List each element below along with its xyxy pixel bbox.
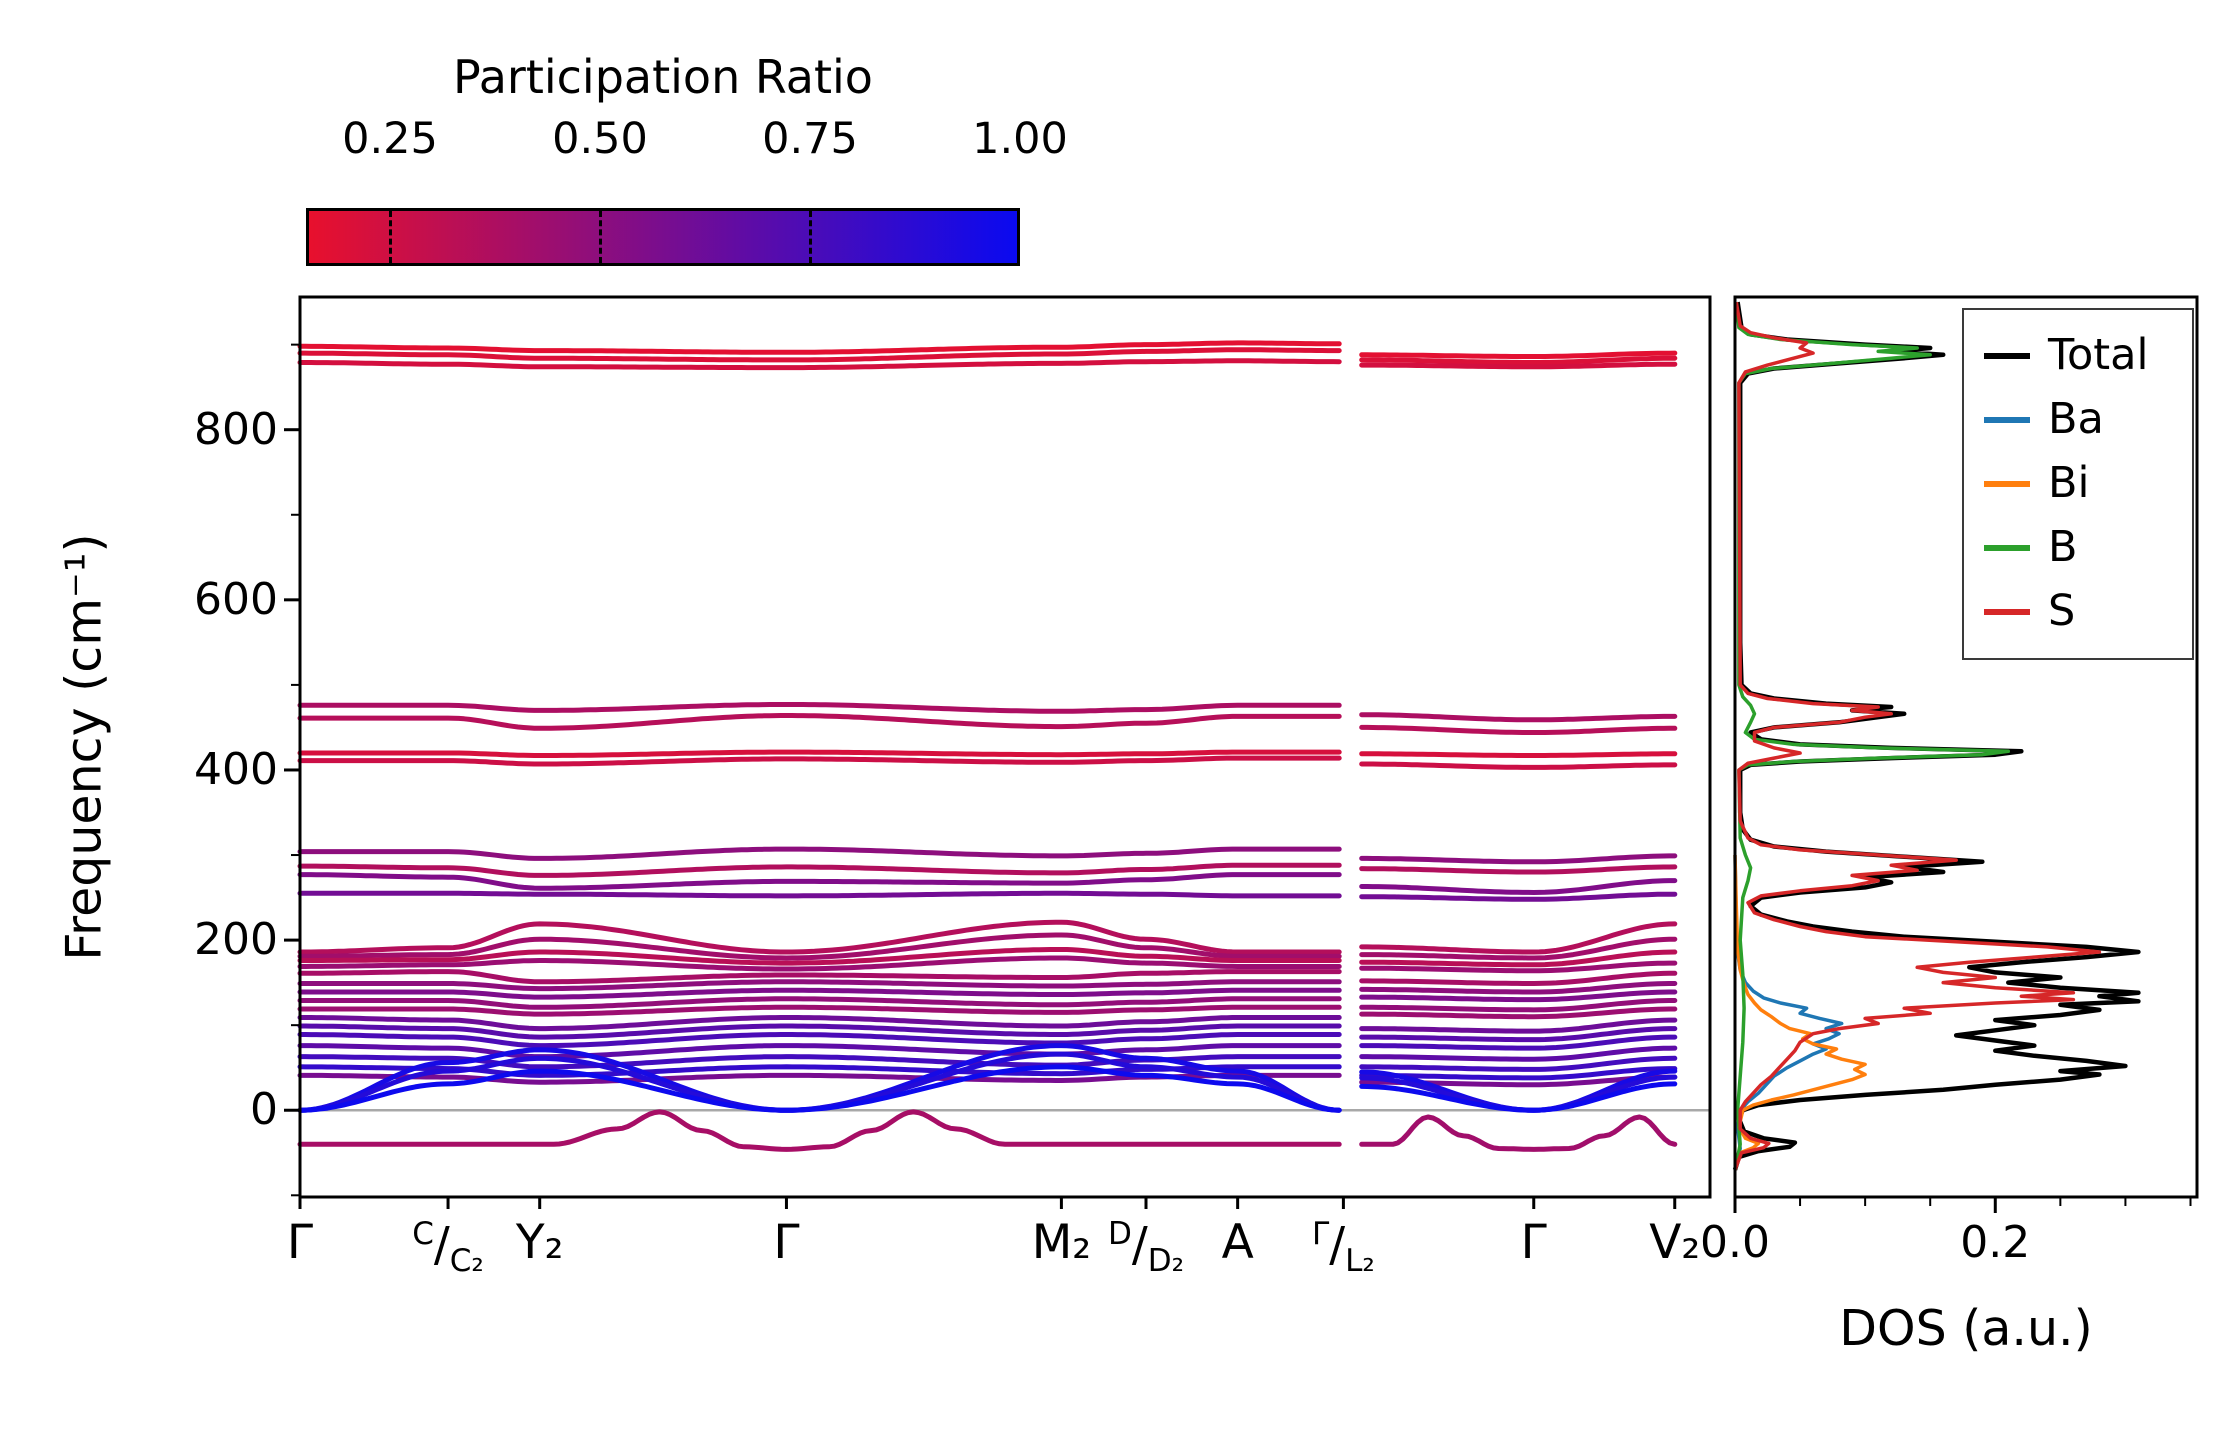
- band-line: [297, 1032, 1678, 1051]
- k-point-label: Γ/L₂: [1311, 1216, 1375, 1280]
- band-line: [297, 996, 1678, 1013]
- y-tick-label: 800: [194, 403, 278, 455]
- band-line: [297, 846, 1678, 865]
- soft-band-line: [297, 1109, 1342, 1152]
- dos-x-tick-label: 0.0: [1700, 1217, 1770, 1268]
- y-tick-label: 400: [194, 743, 278, 795]
- band-line: [297, 862, 1678, 878]
- k-point-label: Y₂: [515, 1215, 564, 1270]
- legend-label: Bi: [2048, 458, 2090, 509]
- band-line: [297, 347, 1678, 365]
- band-line: [297, 340, 1678, 359]
- dos-legend: Total Ba Bi B S: [1962, 308, 2194, 660]
- y-tick-label: 600: [194, 573, 278, 625]
- band-line: [297, 955, 1678, 974]
- legend-label: Ba: [2048, 394, 2104, 445]
- dos-series-ba: [1733, 854, 1844, 1171]
- band-line: [297, 969, 1678, 986]
- dos-panel-border: [1733, 295, 2199, 1199]
- band-line: [297, 1023, 1678, 1043]
- band-line: [297, 872, 1678, 895]
- legend-label: B: [2048, 522, 2078, 573]
- band-line: [297, 890, 1678, 902]
- band-line: [297, 755, 1678, 770]
- k-point-label: A: [1221, 1215, 1254, 1270]
- legend-item: Total: [1984, 330, 2172, 382]
- k-point-label: V₂: [1649, 1215, 1701, 1270]
- band-line: [297, 919, 1678, 955]
- colorbar-tick-line: [809, 211, 812, 263]
- soft-band-line: [1359, 1114, 1678, 1152]
- legend-swatch: [1984, 609, 2030, 615]
- y-tick-label: 0: [250, 1084, 278, 1136]
- band-line: [297, 947, 1678, 968]
- colorbar-tick-label: 0.75: [762, 114, 858, 164]
- y-tick-label: 200: [194, 914, 278, 966]
- legend-item: S: [1984, 586, 2172, 638]
- band-line: [297, 749, 1678, 758]
- k-point-label: M₂: [1031, 1215, 1092, 1270]
- k-point-label: C/C₂: [412, 1216, 484, 1280]
- band-line: [297, 1004, 1678, 1020]
- k-point-label: Γ: [286, 1215, 314, 1270]
- band-line: [297, 358, 1678, 371]
- legend-label: Total: [2048, 330, 2149, 381]
- colorbar-tick-line: [389, 211, 392, 263]
- dos-x-axis-label: DOS (a.u.): [1839, 1300, 2093, 1357]
- k-point-label: Γ: [773, 1215, 800, 1270]
- k-point-label: D/D₂: [1107, 1216, 1185, 1280]
- k-point-label-top: D: [1107, 1216, 1132, 1252]
- band-line: [297, 932, 1678, 961]
- legend-swatch: [1984, 545, 2030, 551]
- k-point-label-top: C: [412, 1216, 434, 1252]
- colorbar-tick-label: 0.50: [552, 114, 648, 164]
- colorbar-tick-line: [599, 211, 602, 263]
- band-line: [297, 1043, 1678, 1062]
- colorbar-gradient: [306, 208, 1020, 266]
- band-line: [297, 1015, 1678, 1034]
- band-line: [297, 702, 1678, 723]
- band-line: [297, 713, 1678, 735]
- k-point-label: Γ: [1520, 1215, 1547, 1270]
- dos-series-b: [1733, 301, 2011, 1171]
- legend-swatch: [1984, 417, 2030, 423]
- band-line: [297, 987, 1678, 1003]
- legend-item: B: [1984, 522, 2172, 574]
- legend-item: Bi: [1984, 458, 2172, 510]
- band-line: [297, 1064, 1678, 1113]
- dos-series-s: [1733, 301, 2102, 1171]
- k-point-label-bottom: L₂: [1345, 1243, 1375, 1280]
- colorbar-tick-label: 1.00: [972, 114, 1068, 164]
- band-panel-border: [298, 295, 1712, 1199]
- band-line: [297, 979, 1678, 995]
- legend-swatch: [1984, 481, 2030, 487]
- legend-item: Ba: [1984, 394, 2172, 446]
- k-point-label-top: Γ: [1311, 1216, 1330, 1252]
- legend-swatch: [1984, 353, 2030, 359]
- legend-label: S: [2048, 586, 2076, 637]
- k-point-label-bottom: C₂: [449, 1243, 484, 1280]
- dos-x-tick-label: 0.2: [1960, 1217, 2031, 1268]
- k-point-label-bottom: D₂: [1147, 1243, 1185, 1280]
- colorbar-tick-label: 0.25: [342, 114, 438, 164]
- colorbar-title: Participation Ratio: [453, 50, 873, 104]
